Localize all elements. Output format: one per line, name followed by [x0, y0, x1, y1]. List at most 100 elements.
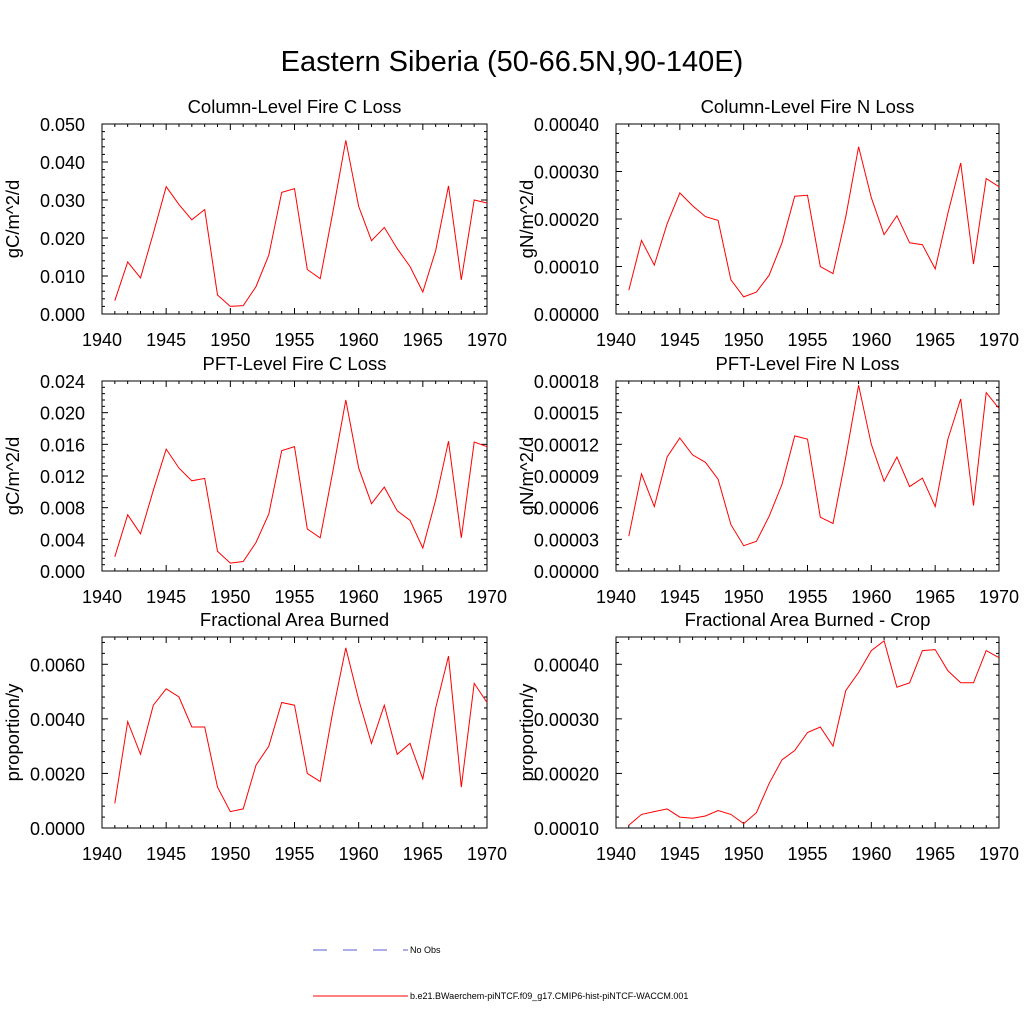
- x-tick-label: 1940: [82, 844, 122, 864]
- panel-4: PFT-Level Fire N Loss gN/m^2/d 1940 1945 195…: [516, 353, 1019, 607]
- panel-title: Column-Level Fire C Loss: [188, 96, 402, 117]
- legend: No Obs b.e21.BWaerchem-piNTCF.f09_g17.CMI…: [313, 945, 688, 1001]
- y-tick-label: 0.00040: [534, 655, 599, 675]
- x-tick-label: 1950: [724, 587, 764, 607]
- x-tick-label: 1945: [660, 587, 700, 607]
- x-tick-label: 1955: [787, 587, 827, 607]
- y-tick-label: 0.0000: [30, 819, 85, 839]
- x-tick-label: 1965: [403, 330, 443, 350]
- y-tick-label: 0.00030: [534, 163, 599, 183]
- x-tick-label: 1945: [146, 587, 186, 607]
- plot-frame: [615, 380, 1000, 572]
- x-tick-label: 1970: [467, 587, 507, 607]
- y-tick-label: 0.00000: [534, 562, 599, 582]
- y-tick-label: 0.0040: [30, 710, 85, 730]
- y-tick-label: 0.030: [40, 191, 85, 211]
- x-tick-label: 1965: [403, 587, 443, 607]
- legend-model-label: b.e21.BWaerchem-piNTCF.f09_g17.CMIP6-his…: [410, 991, 688, 1001]
- y-axis-label: gC/m^2/d: [2, 180, 23, 259]
- y-axis-label: gN/m^2/d: [516, 180, 537, 259]
- y-tick-label: 0.00020: [534, 764, 599, 784]
- x-tick-label: 1950: [210, 330, 250, 350]
- y-tick-label: 0.00018: [534, 372, 599, 392]
- x-tick-label: 1955: [274, 587, 314, 607]
- x-tick-label: 1945: [146, 844, 186, 864]
- y-axis-label: gN/m^2/d: [516, 437, 537, 516]
- y-tick-label: 0.020: [40, 229, 85, 249]
- x-tick-label: 1970: [979, 844, 1019, 864]
- panel-title: Fractional Area Burned: [200, 609, 389, 630]
- x-tick-label: 1965: [915, 587, 955, 607]
- y-tick-label: 0.012: [40, 467, 85, 487]
- plot-frame: [101, 636, 488, 829]
- y-tick-label: 0.00000: [534, 305, 599, 325]
- x-tick-label: 1965: [403, 844, 443, 864]
- x-tick-label: 1970: [979, 587, 1019, 607]
- y-tick-label: 0.00010: [534, 819, 599, 839]
- x-tick-label: 1955: [787, 330, 827, 350]
- panel-title: PFT-Level Fire C Loss: [202, 353, 386, 374]
- panel-2: Column-Level Fire N Loss gN/m^2/d 1940 1945…: [516, 96, 1019, 350]
- x-tick-label: 1940: [596, 330, 636, 350]
- legend-obs-label: No Obs: [410, 945, 441, 955]
- panel-3: PFT-Level Fire C Loss gC/m^2/d 1940 1945 195…: [2, 353, 507, 607]
- panel-5: Fractional Area Burned proportion/y 1940 19…: [2, 609, 507, 864]
- x-tick-label: 1950: [210, 844, 250, 864]
- series-line: [628, 639, 1000, 826]
- figure-title: Eastern Siberia (50-66.5N,90-140E): [280, 46, 744, 78]
- x-tick-label: 1940: [82, 330, 122, 350]
- x-tick-label: 1965: [915, 330, 955, 350]
- x-tick-label: 1950: [724, 330, 764, 350]
- series-line: [114, 399, 488, 564]
- series-line: [628, 146, 1000, 298]
- y-tick-label: 0.00003: [534, 530, 599, 550]
- y-tick-label: 0.010: [40, 267, 85, 287]
- y-axis-label: proportion/y: [516, 683, 537, 781]
- plot-frame: [101, 380, 488, 572]
- panel-title: PFT-Level Fire N Loss: [715, 353, 899, 374]
- y-tick-label: 0.004: [40, 530, 85, 550]
- panel-title: Column-Level Fire N Loss: [701, 96, 915, 117]
- x-tick-label: 1965: [915, 844, 955, 864]
- y-tick-label: 0.00012: [534, 435, 599, 455]
- y-tick-label: 0.0020: [30, 764, 85, 784]
- panel-6: Fractional Area Burned - Crop proportion/…: [516, 609, 1019, 864]
- y-tick-label: 0.040: [40, 153, 85, 173]
- series-line: [114, 647, 488, 813]
- x-tick-label: 1960: [339, 844, 379, 864]
- x-tick-label: 1960: [339, 330, 379, 350]
- panel-title: Fractional Area Burned - Crop: [685, 609, 931, 630]
- series-line: [628, 385, 1000, 547]
- y-tick-label: 0.00006: [534, 499, 599, 519]
- x-tick-label: 1960: [851, 587, 891, 607]
- plot-frame: [101, 123, 488, 315]
- x-tick-label: 1940: [596, 844, 636, 864]
- y-tick-label: 0.000: [40, 562, 85, 582]
- y-tick-label: 0.00040: [534, 115, 599, 135]
- y-axis-label: proportion/y: [2, 683, 23, 781]
- x-tick-label: 1950: [724, 844, 764, 864]
- y-tick-label: 0.016: [40, 435, 85, 455]
- y-tick-label: 0.00020: [534, 210, 599, 230]
- panel-1: Column-Level Fire C Loss gC/m^2/d 1940 1945…: [2, 96, 507, 350]
- x-tick-label: 1970: [467, 844, 507, 864]
- x-tick-label: 1950: [210, 587, 250, 607]
- x-tick-label: 1970: [979, 330, 1019, 350]
- y-tick-label: 0.00010: [534, 258, 599, 278]
- y-tick-label: 0.024: [40, 372, 85, 392]
- x-tick-label: 1940: [596, 587, 636, 607]
- x-tick-label: 1940: [82, 587, 122, 607]
- x-tick-label: 1955: [787, 844, 827, 864]
- y-tick-label: 0.0060: [30, 655, 85, 675]
- y-tick-label: 0.008: [40, 499, 85, 519]
- y-tick-label: 0.020: [40, 404, 85, 424]
- y-tick-label: 0.000: [40, 305, 85, 325]
- y-tick-label: 0.050: [40, 115, 85, 135]
- x-tick-label: 1955: [274, 844, 314, 864]
- x-tick-label: 1945: [146, 330, 186, 350]
- y-tick-label: 0.00030: [534, 710, 599, 730]
- x-tick-label: 1955: [274, 330, 314, 350]
- x-tick-label: 1960: [851, 330, 891, 350]
- y-tick-label: 0.00015: [534, 404, 599, 424]
